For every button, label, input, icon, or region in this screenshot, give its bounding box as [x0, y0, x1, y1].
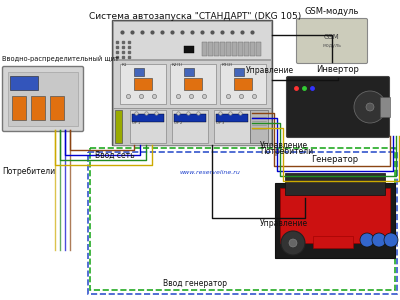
Circle shape — [281, 231, 305, 255]
Bar — [115, 110, 122, 143]
Text: Ввод генератор: Ввод генератор — [163, 278, 227, 287]
Text: модуль: модуль — [322, 44, 342, 49]
Circle shape — [372, 233, 386, 247]
Bar — [208, 42, 213, 56]
Text: Ввод сеть: Ввод сеть — [95, 151, 135, 160]
Text: К1: К1 — [122, 63, 127, 67]
Bar — [220, 64, 266, 104]
Text: Потребители: Потребители — [260, 148, 313, 157]
Bar — [220, 42, 225, 56]
Bar — [380, 97, 390, 117]
Bar — [172, 110, 208, 143]
Bar — [134, 68, 144, 76]
Circle shape — [354, 91, 386, 123]
Text: К3(2): К3(2) — [222, 63, 233, 67]
Bar — [130, 110, 166, 143]
Bar — [184, 46, 194, 53]
Bar — [216, 114, 248, 122]
Bar — [120, 64, 166, 104]
Bar — [132, 114, 164, 122]
Bar — [250, 42, 255, 56]
Circle shape — [360, 233, 374, 247]
Text: www.reserveline.ru: www.reserveline.ru — [180, 169, 240, 175]
Circle shape — [289, 239, 297, 247]
Text: Управление: Управление — [260, 218, 308, 227]
Text: Инвертор: Инвертор — [316, 65, 360, 74]
Text: ОР 2: ОР 2 — [174, 121, 182, 125]
Text: ОР 1: ОР 1 — [132, 121, 140, 125]
Bar — [8, 72, 78, 126]
FancyBboxPatch shape — [296, 19, 368, 64]
Bar — [256, 42, 261, 56]
Text: Потребители: Потребители — [2, 167, 55, 176]
Bar — [214, 110, 250, 143]
Bar — [184, 78, 202, 90]
Bar — [226, 42, 231, 56]
Bar — [10, 76, 38, 90]
Bar — [184, 68, 194, 76]
Bar — [234, 78, 252, 90]
Bar — [134, 78, 152, 90]
Text: Вводно-распределительный щит: Вводно-распределительный щит — [2, 56, 119, 62]
Bar — [50, 96, 64, 120]
Bar — [250, 110, 268, 143]
Bar — [174, 114, 206, 122]
Bar — [280, 188, 390, 243]
Bar — [112, 20, 272, 145]
Bar — [238, 42, 243, 56]
Bar — [232, 42, 237, 56]
Bar — [170, 64, 216, 104]
Bar — [90, 148, 395, 290]
Bar — [113, 108, 271, 145]
Text: Управление: Управление — [246, 66, 294, 75]
Text: Система автозапуска "СТАНДАРТ" (DKG 105): Система автозапуска "СТАНДАРТ" (DKG 105) — [89, 12, 301, 21]
Bar — [88, 152, 397, 294]
Bar — [214, 42, 219, 56]
Text: GSM: GSM — [324, 34, 340, 40]
FancyBboxPatch shape — [2, 67, 84, 131]
Bar — [285, 173, 385, 195]
Bar — [275, 183, 395, 258]
Bar — [113, 21, 271, 59]
Bar — [313, 236, 353, 248]
Bar — [12, 96, 26, 120]
Bar — [244, 42, 249, 56]
Text: Управление: Управление — [260, 142, 308, 151]
Bar — [31, 96, 45, 120]
Bar — [234, 68, 244, 76]
Bar — [202, 42, 207, 56]
Circle shape — [366, 103, 374, 111]
Text: GSM-модуль: GSM-модуль — [305, 7, 359, 16]
Bar — [113, 60, 271, 108]
Text: ОР 3: ОР 3 — [216, 121, 224, 125]
Circle shape — [384, 233, 398, 247]
Text: К2(1): К2(1) — [172, 63, 183, 67]
FancyBboxPatch shape — [286, 76, 390, 137]
Text: Генератор: Генератор — [312, 155, 358, 164]
